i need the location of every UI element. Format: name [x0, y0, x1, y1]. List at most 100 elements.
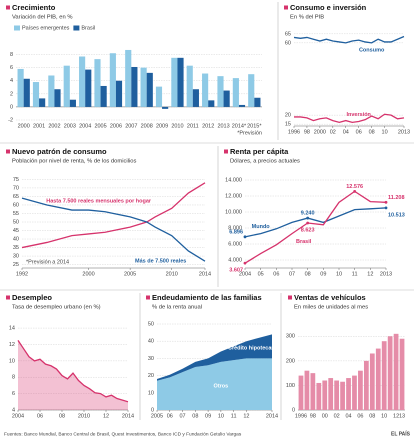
- source: Fuentes: Banco Mundial, Banco Central de…: [4, 431, 242, 437]
- y-tick-label: 200: [286, 358, 295, 364]
- bar: [171, 57, 178, 107]
- value-label: 3.607: [229, 268, 243, 274]
- bar: [17, 68, 24, 107]
- y-tick-label: 0: [292, 407, 295, 413]
- y-tick-label: 65: [13, 194, 19, 200]
- bar: [94, 59, 101, 107]
- x-tick-label: 2010: [78, 413, 90, 419]
- bar: [186, 65, 193, 107]
- series-label: Otros: [214, 383, 229, 389]
- legend-swatch: [73, 25, 80, 31]
- value-label: 6.896: [229, 229, 243, 235]
- x-tick-label: 1992: [16, 271, 28, 277]
- bar: [109, 53, 116, 107]
- series-label: Consumo: [359, 47, 385, 53]
- bar: [162, 106, 169, 109]
- x-tick-label: 2006: [110, 123, 122, 129]
- bar: [298, 375, 304, 410]
- x-tick-label: 10: [382, 129, 388, 135]
- title-marker: [224, 149, 228, 154]
- x-tick-label: 10: [218, 413, 224, 419]
- area: [157, 334, 272, 381]
- x-tick-label: 1996: [295, 413, 307, 419]
- bar: [48, 75, 55, 107]
- point: [384, 200, 388, 204]
- chart-title: Nuevo patrón de consumo: [12, 147, 107, 156]
- point: [243, 235, 247, 239]
- x-tick-label: 2014*: [232, 123, 247, 129]
- bar: [63, 65, 70, 107]
- y-tick-label: 8: [12, 375, 15, 381]
- point: [243, 261, 247, 265]
- y-tick-label: 20: [285, 113, 291, 119]
- bar: [115, 80, 123, 107]
- x-tick-label: 2015*: [247, 123, 262, 129]
- y-tick-label: 4.000: [228, 257, 242, 263]
- line: [21, 197, 206, 262]
- y-tick-label: 10: [148, 390, 154, 396]
- note: *Previsión a 2014: [26, 259, 69, 265]
- bar: [328, 378, 334, 410]
- bar: [131, 66, 138, 107]
- x-tick-label: 98: [310, 413, 316, 419]
- x-tick-label: 06: [356, 129, 362, 135]
- x-tick-label: 12: [243, 413, 249, 419]
- x-tick-label: 2003: [64, 123, 76, 129]
- bar: [140, 67, 147, 107]
- chart-title: Endeudamiento de las familias: [152, 293, 262, 302]
- y-tick-label: 14.000: [225, 177, 242, 183]
- y-tick-label: 300: [286, 334, 295, 340]
- line: [21, 182, 206, 249]
- bar: [238, 104, 246, 107]
- x-tick-label: 2014: [122, 413, 134, 419]
- legend-label: Países emergentes: [22, 25, 70, 31]
- y-tick-label: 50: [13, 219, 19, 225]
- bar: [304, 370, 310, 410]
- title-marker: [6, 5, 10, 10]
- chart-subtitle: En miles de unidades al mes: [294, 305, 368, 311]
- bar: [381, 341, 387, 410]
- point: [384, 206, 388, 210]
- series-label: Mundo: [252, 224, 271, 230]
- x-tick-label: 2000: [18, 123, 30, 129]
- bar: [217, 76, 224, 107]
- bar: [54, 89, 61, 107]
- bar: [310, 373, 316, 410]
- bar: [358, 370, 363, 410]
- line: [244, 207, 387, 238]
- y-tick-label: 15: [285, 122, 291, 128]
- y-tick-label: 0: [10, 104, 13, 110]
- value-label: 8.623: [301, 227, 315, 233]
- x-tick-label: 09: [320, 271, 326, 277]
- bar: [340, 381, 345, 410]
- y-tick-label: 60: [13, 202, 19, 208]
- x-tick-label: 12: [367, 271, 373, 277]
- y-tick-label: 30: [13, 254, 19, 260]
- x-tick-label: 2002: [48, 123, 60, 129]
- x-tick-label: 2008: [141, 123, 153, 129]
- x-tick-label: 00: [322, 413, 328, 419]
- bar: [375, 348, 381, 410]
- y-tick-label: 30: [148, 356, 154, 362]
- y-tick-label: 45: [13, 228, 19, 234]
- y-tick-label: 2: [10, 91, 13, 97]
- x-tick-label: 08: [192, 413, 198, 419]
- bar: [369, 353, 375, 410]
- x-tick-label: 12: [103, 413, 109, 419]
- y-tick-label: 75: [13, 177, 19, 183]
- chart-subtitle: Población por nivel de renta, % de los d…: [12, 159, 136, 165]
- x-tick-label: 2005: [151, 413, 163, 419]
- x-tick-label: 02: [330, 129, 336, 135]
- bar: [177, 57, 184, 107]
- area: [157, 358, 272, 410]
- value-label: 11.208: [388, 195, 405, 201]
- series-label: Brasil: [296, 239, 312, 245]
- title-marker: [6, 295, 10, 300]
- x-tick-label: 06: [167, 413, 173, 419]
- bar: [192, 89, 199, 107]
- x-tick-label: 09: [205, 413, 211, 419]
- point: [353, 189, 357, 193]
- y-tick-label: 40: [13, 236, 19, 242]
- value-label: 10.513: [388, 212, 405, 218]
- y-tick-label: -2: [8, 117, 13, 123]
